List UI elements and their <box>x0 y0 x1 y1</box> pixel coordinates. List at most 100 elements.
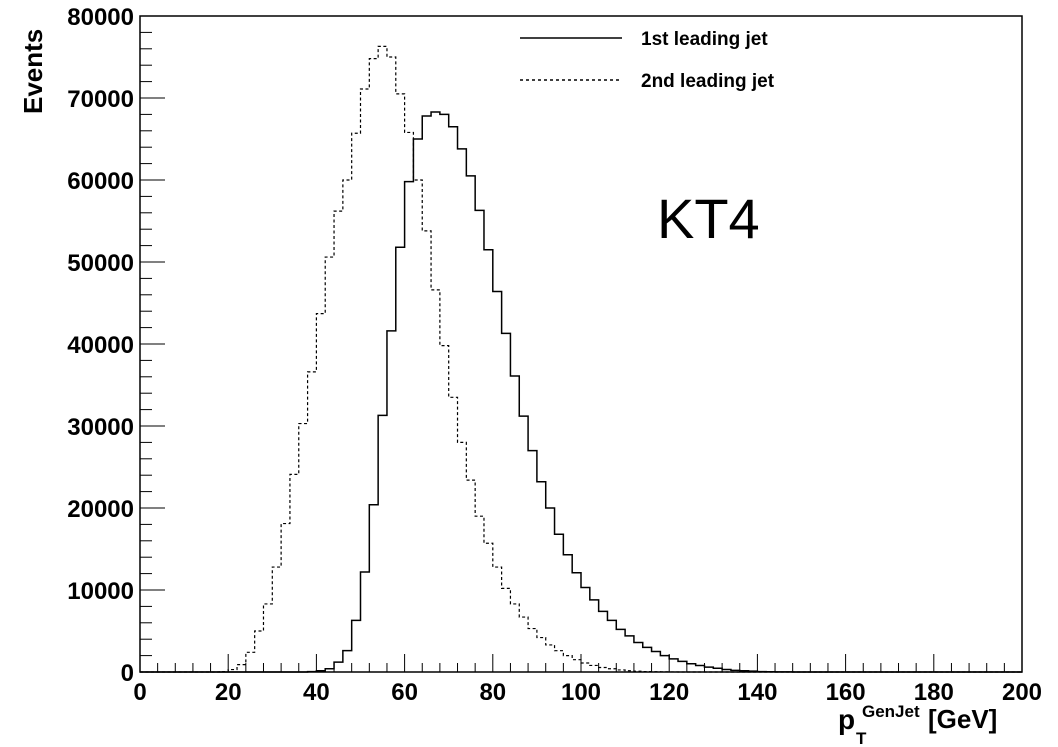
histogram-bin <box>625 636 634 672</box>
histogram-bin <box>255 631 264 672</box>
histogram-bin <box>652 652 661 673</box>
histogram-bin <box>228 670 237 672</box>
x-tick-label: 140 <box>737 679 777 706</box>
histogram-bin <box>343 180 352 672</box>
y-tick-label: 10000 <box>67 578 134 605</box>
histogram-bin <box>643 647 652 672</box>
histogram-bin <box>625 671 634 672</box>
histogram-bin <box>599 611 608 672</box>
x-axis-title-subscript: T <box>856 729 867 747</box>
histogram-bin <box>361 89 370 672</box>
histogram-bin <box>246 652 255 672</box>
x-tick-label: 0 <box>133 679 146 706</box>
legend-label-1st-leading-jet: 1st leading jet <box>641 29 768 50</box>
histogram-bin <box>537 638 546 672</box>
x-tick-label: 160 <box>826 679 866 706</box>
histogram-bin <box>660 656 669 672</box>
y-tick-label: 80000 <box>67 4 134 31</box>
histogram-bin <box>678 661 687 672</box>
x-tick-label: 20 <box>215 679 242 706</box>
histogram-bin <box>590 665 599 672</box>
x-axis-title-superscript: GenJet <box>862 702 920 721</box>
histogram-bin <box>634 642 643 672</box>
histogram-bin <box>458 442 467 672</box>
histogram-bin <box>696 665 705 672</box>
y-axis-tick-labels: 0 10000 20000 30000 40000 50000 60000 70000 8000… <box>67 4 134 687</box>
histogram-bin <box>704 667 713 672</box>
y-tick-label: 50000 <box>67 250 134 277</box>
x-axis-title: p T GenJet [GeV] <box>838 702 997 747</box>
histogram-bin <box>316 314 325 672</box>
histogram-bin <box>466 480 475 672</box>
histogram-bin <box>237 665 246 672</box>
histogram-bin <box>449 397 458 672</box>
histogram-bin <box>440 346 449 672</box>
histogram-bin <box>563 656 572 672</box>
histogram-bin <box>528 629 537 672</box>
y-tick-label: 40000 <box>67 332 134 359</box>
histogram-bin <box>563 555 572 672</box>
histogram-bin <box>599 667 608 672</box>
x-tick-label: 180 <box>914 679 954 706</box>
x-axis-title-unit: [GeV] <box>928 704 997 734</box>
legend: 1st leading jet 2nd leading jet <box>520 29 775 92</box>
x-tick-label: 100 <box>561 679 601 706</box>
histogram-bin <box>352 133 361 672</box>
histogram-bin <box>272 567 281 672</box>
y-tick-label: 60000 <box>67 168 134 195</box>
histogram-bin <box>634 671 643 672</box>
histogram-bin <box>607 620 616 672</box>
histogram-bin <box>555 651 564 672</box>
histogram-bin <box>572 660 581 672</box>
histogram-bin <box>502 588 511 672</box>
x-tick-label: 60 <box>391 679 418 706</box>
x-axis-ticks <box>139 654 1023 672</box>
histogram-bin <box>369 59 378 672</box>
y-tick-label: 30000 <box>67 414 134 441</box>
histogram-bin <box>308 372 317 672</box>
y-tick-label: 20000 <box>67 496 134 523</box>
series-layer <box>140 45 1022 673</box>
histogram-bin <box>387 57 396 672</box>
histogram-bin <box>405 132 414 672</box>
series-2nd-leading-jet <box>140 45 1022 673</box>
y-tick-label: 70000 <box>67 86 134 113</box>
x-axis-title-base: p <box>838 704 855 735</box>
histogram-bin <box>546 645 555 672</box>
histogram-bin <box>616 670 625 672</box>
histogram-bin <box>396 94 405 672</box>
histogram-bin <box>431 290 440 672</box>
histogram-bin <box>616 629 625 672</box>
histogram-bin <box>263 604 272 672</box>
x-tick-label: 40 <box>303 679 330 706</box>
histogram-bin <box>572 573 581 672</box>
histogram-bin <box>422 231 431 672</box>
y-axis-title: Events <box>18 29 48 114</box>
histogram-bin <box>669 659 678 672</box>
y-tick-label: 0 <box>121 660 134 687</box>
histogram-bin <box>519 617 528 672</box>
x-tick-label: 80 <box>479 679 506 706</box>
histogram-bin <box>378 46 387 672</box>
histogram-bin <box>493 567 502 672</box>
histogram-bin <box>475 516 484 672</box>
histogram-bin <box>290 474 299 672</box>
histogram-bin <box>581 588 590 672</box>
jet-algorithm-annotation: KT4 <box>657 187 760 250</box>
histogram-bin <box>607 669 616 672</box>
legend-label-2nd-leading-jet: 2nd leading jet <box>641 71 775 92</box>
histogram-bin <box>299 424 308 672</box>
x-tick-label: 120 <box>649 679 689 706</box>
histogram-bin <box>413 180 422 672</box>
histogram-bin <box>687 664 696 672</box>
x-axis-tick-labels: 0 20 40 60 80 100 120 140 160 180 200 <box>133 679 1042 706</box>
histogram-bin <box>325 257 334 672</box>
histogram-bin <box>581 663 590 672</box>
histogram-line <box>140 45 1022 673</box>
histogram-bin <box>334 211 343 672</box>
histogram-bin <box>281 524 290 672</box>
histogram-bin <box>590 600 599 672</box>
histogram-bin <box>484 543 493 672</box>
y-axis-ticks <box>140 15 165 673</box>
